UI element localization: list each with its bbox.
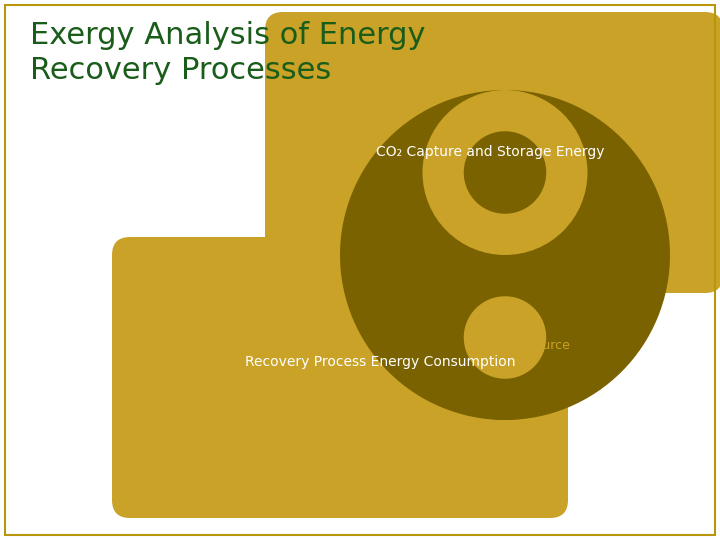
Ellipse shape — [423, 90, 588, 255]
Text: Energy Source: Energy Source — [479, 339, 570, 352]
Ellipse shape — [464, 296, 546, 379]
Text: Exergy Analysis of Energy: Exergy Analysis of Energy — [30, 21, 426, 50]
Ellipse shape — [423, 255, 588, 420]
FancyBboxPatch shape — [112, 237, 568, 518]
Text: Recovery Process Energy Consumption: Recovery Process Energy Consumption — [245, 355, 516, 369]
Ellipse shape — [340, 90, 670, 420]
Ellipse shape — [464, 131, 546, 214]
Text: Recovery Processes: Recovery Processes — [30, 56, 331, 85]
FancyBboxPatch shape — [265, 12, 720, 293]
Text: CO₂ Capture and Storage Energy: CO₂ Capture and Storage Energy — [376, 145, 604, 159]
